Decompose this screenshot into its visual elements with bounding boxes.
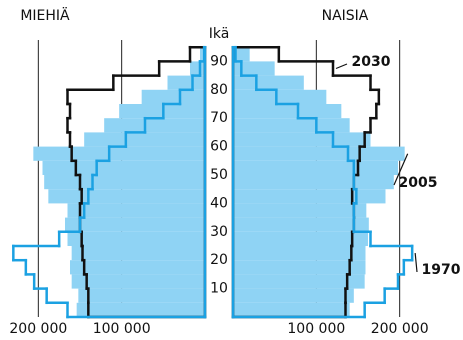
outline-men: [12, 45, 207, 319]
bar: [190, 61, 205, 76]
bar: [78, 288, 205, 303]
line-layer: [12, 45, 414, 319]
bar: [167, 75, 205, 90]
y-tick-label: 70: [210, 110, 228, 126]
bar: [233, 132, 371, 147]
bar: [44, 175, 205, 190]
bar: [67, 203, 205, 218]
x-tick-label: 100 000: [287, 321, 345, 337]
bar: [233, 260, 366, 275]
series-label: 1970: [422, 262, 461, 278]
bar: [48, 189, 206, 204]
x-tick-label: 200 000: [371, 321, 429, 337]
bar: [71, 246, 206, 261]
y-tick-label: 30: [210, 224, 228, 240]
bar: [200, 47, 205, 62]
bar: [233, 118, 350, 133]
y-tick-label: 10: [210, 281, 228, 297]
bar: [33, 146, 206, 161]
bar: [233, 104, 342, 119]
y-tick-label: 60: [210, 139, 228, 155]
series-label: 2030: [352, 54, 391, 70]
bar: [233, 189, 386, 204]
series-label: 2005: [399, 175, 438, 191]
bar: [233, 246, 366, 261]
bar: [84, 132, 205, 147]
bar: [67, 231, 205, 246]
y-tick-label: 80: [210, 82, 228, 98]
bar: [233, 288, 354, 303]
bar: [76, 302, 206, 317]
leader-line: [414, 253, 418, 273]
bar: [233, 231, 368, 246]
bar: [233, 160, 398, 175]
y-tick-label: 40: [210, 195, 228, 211]
y-tick-label: 20: [210, 252, 228, 268]
bar: [70, 260, 205, 275]
fill-layer: [33, 47, 405, 317]
outline-women: [231, 45, 414, 319]
bar: [233, 146, 405, 161]
bar: [42, 160, 205, 175]
x-tick-label: 100 000: [93, 321, 151, 337]
y-tick-label: 50: [210, 167, 228, 183]
bar: [104, 118, 205, 133]
bar: [65, 217, 205, 232]
bar: [233, 75, 304, 90]
bar: [233, 302, 350, 317]
x-tick-label: 200 000: [9, 321, 67, 337]
bar: [233, 203, 367, 218]
bar: [233, 61, 275, 76]
bar: [233, 274, 365, 289]
bar: [233, 47, 250, 62]
y-tick-label: 90: [210, 53, 228, 69]
bar: [233, 217, 369, 232]
left-panel-title: MIEHIÄ: [20, 6, 70, 24]
leader-line: [335, 63, 348, 70]
right-panel-title: NAISIA: [322, 8, 369, 24]
bar: [233, 89, 327, 104]
y-axis-label: Ikä: [209, 26, 230, 42]
leader-line: [393, 153, 409, 186]
bar: [71, 274, 206, 289]
bar: [141, 89, 205, 104]
bar: [233, 175, 394, 190]
